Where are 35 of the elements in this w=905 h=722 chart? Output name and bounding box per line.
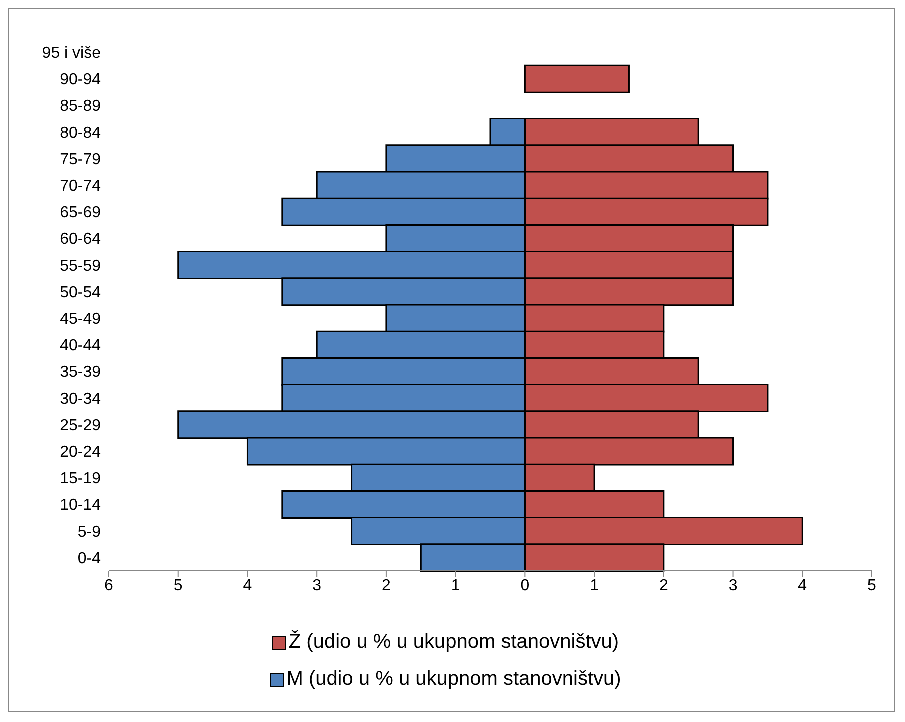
x-tick-label: 4 (798, 577, 808, 594)
y-tick-label: 45-49 (60, 310, 102, 328)
x-tick-label: 1 (590, 577, 600, 594)
legend-label: M (udio u % u ukupnom stanovništvu) (286, 668, 622, 691)
legend-label: Ž (udio u % u ukupnom stanovništvu) (288, 631, 620, 654)
y-tick-label: 10-14 (60, 497, 102, 514)
x-tick-label: 1 (451, 577, 460, 594)
x-tick-label: 4 (243, 577, 252, 594)
y-tick-label: 30-34 (60, 390, 102, 408)
y-tick-label: 20-24 (60, 444, 102, 461)
y-tick-label: 70-74 (60, 178, 102, 195)
y-tick-label: 65-69 (60, 204, 102, 222)
y-tick-label: 15-19 (60, 470, 102, 488)
y-tick-label: 85-89 (60, 98, 102, 116)
x-tick-label: 6 (104, 577, 114, 594)
y-tick-label: 75-79 (60, 151, 102, 168)
bar (524, 64, 630, 94)
y-tick-label: 0-4 (78, 550, 102, 568)
x-tick-label: 5 (868, 577, 877, 594)
y-tick-label: 80-84 (60, 124, 102, 142)
x-tick-label: 3 (728, 577, 738, 594)
x-tick-label: 3 (312, 577, 322, 594)
y-tick-label: 55-59 (60, 258, 102, 275)
x-tick-label: 2 (382, 577, 391, 594)
x-tick-label: 0 (520, 577, 530, 594)
y-tick-label: 60-64 (60, 231, 102, 248)
x-tick-label: 5 (174, 577, 183, 594)
y-tick-label: 40-44 (60, 338, 102, 355)
y-tick-label: 35-39 (60, 364, 102, 382)
x-tick-label: 2 (659, 577, 668, 594)
y-tick-label: 5-9 (78, 524, 102, 541)
y-tick-label: 50-54 (60, 284, 102, 302)
y-tick-label: 90-94 (60, 72, 102, 89)
y-tick-label: 25-29 (60, 417, 102, 434)
y-tick-label: 95 i više (42, 44, 102, 62)
